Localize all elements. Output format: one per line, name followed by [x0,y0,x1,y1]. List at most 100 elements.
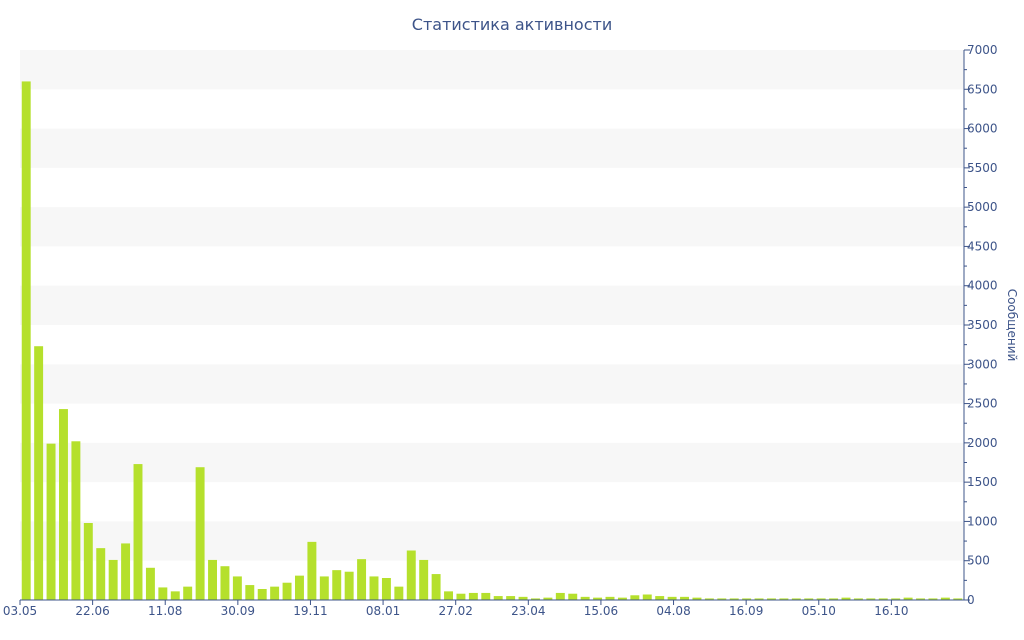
bar[interactable] [232,576,242,600]
chart-title: Статистика активности [411,15,613,34]
bar[interactable] [779,598,789,600]
bar[interactable] [170,591,180,600]
bar[interactable] [816,598,826,600]
bar[interactable] [245,585,255,600]
bar[interactable] [866,598,876,600]
bar[interactable] [605,596,615,600]
bar[interactable] [59,409,68,600]
bar[interactable] [307,541,317,600]
y-axis-title: Сообщений [1005,289,1019,362]
bar[interactable] [145,567,155,600]
y-tick-label: 500 [967,554,990,568]
x-tick-label: 11.08 [148,604,182,618]
bar[interactable] [332,570,342,600]
bar[interactable] [319,576,329,600]
bar[interactable] [158,587,168,600]
bar[interactable] [208,559,217,600]
bar[interactable] [108,559,118,600]
bar[interactable] [642,594,652,601]
x-tick-label: 27.02 [439,604,473,618]
x-tick-label: 16.09 [729,604,763,618]
bar[interactable] [270,586,280,600]
bar[interactable] [357,559,367,600]
bar[interactable] [46,443,56,600]
x-tick-label: 19.11 [293,604,327,618]
y-tick-label: 2500 [967,397,998,411]
y-tick-label: 3500 [967,318,998,332]
bar[interactable] [903,597,913,600]
bar[interactable] [928,598,938,600]
bar[interactable] [531,598,540,600]
grid-band [20,521,964,561]
bar[interactable] [34,346,44,600]
bar[interactable] [953,598,963,600]
bar[interactable] [878,598,888,600]
bar[interactable] [891,598,901,600]
y-tick-label: 3000 [967,357,998,371]
bar[interactable] [617,597,627,600]
bar[interactable] [481,592,491,600]
bar[interactable] [717,598,727,600]
y-tick-label: 2000 [967,436,998,450]
y-tick-label: 4000 [967,279,998,293]
bar[interactable] [568,593,578,600]
bar[interactable] [729,598,739,600]
bar[interactable] [841,597,851,600]
bar[interactable] [133,464,143,600]
bar[interactable] [853,598,863,600]
bar[interactable] [829,598,839,600]
bar[interactable] [444,591,453,600]
bar[interactable] [704,598,714,600]
x-tick-label: 08.01 [366,604,400,618]
grid-band [20,50,964,90]
bar[interactable] [555,592,565,600]
bar[interactable] [121,543,131,600]
bar[interactable] [83,523,93,600]
bar[interactable] [518,596,528,600]
bar[interactable] [680,596,689,600]
bar[interactable] [21,81,31,600]
x-axis: 03.05 22.06 11.08 30.09 19.11 08.01 27.02 23.04… [3,599,964,618]
bar[interactable] [419,559,429,600]
bar[interactable] [71,441,81,600]
bar[interactable] [295,575,304,600]
y-tick-label: 5500 [967,161,998,175]
bar[interactable] [493,596,503,600]
bar[interactable] [344,571,354,600]
bar[interactable] [593,597,603,600]
bar[interactable] [195,467,205,600]
grid-band [20,285,964,325]
bar[interactable] [580,596,590,600]
bar[interactable] [96,548,106,600]
bar[interactable] [406,550,416,601]
bar[interactable] [940,597,950,600]
bar[interactable] [220,566,230,600]
bar[interactable] [692,597,702,600]
bar[interactable] [456,593,466,600]
bar[interactable] [394,586,404,600]
bar[interactable] [257,589,267,600]
bar[interactable] [655,596,665,600]
bar[interactable] [916,598,925,600]
bar[interactable] [667,596,677,600]
y-axis: 0 500 1000 1500 2000 2500 3000 3500 4000 4500 5000… [963,43,998,607]
bar[interactable] [767,598,776,600]
bar[interactable] [804,598,814,600]
bar[interactable] [630,595,640,600]
x-tick-label: 03.05 [3,604,37,618]
bar[interactable] [183,586,193,600]
grid-band [20,442,964,483]
x-tick-label: 30.09 [221,604,255,618]
bar[interactable] [506,596,516,600]
bar[interactable] [369,576,379,600]
bar[interactable] [381,578,391,600]
bar[interactable] [468,592,478,600]
bar[interactable] [543,597,553,600]
bar[interactable] [431,574,441,600]
x-tick-label: 15.06 [584,604,618,618]
x-tick-label: 23.04 [511,604,545,618]
bar[interactable] [754,598,764,600]
bar[interactable] [791,598,801,600]
bar[interactable] [742,598,752,600]
bar[interactable] [282,582,292,600]
